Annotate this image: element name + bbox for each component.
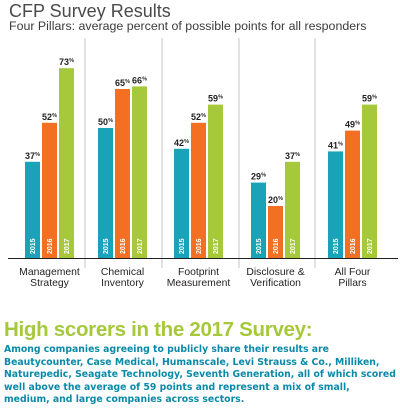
bar-2015-2 [98, 128, 113, 258]
bar-year-label: 2015 [30, 238, 37, 254]
bar-year-label: 2016 [196, 238, 203, 254]
data-label: 59% [362, 94, 377, 104]
bar-year-label: 2015 [333, 238, 340, 254]
bar-year-label: 2015 [179, 238, 186, 254]
bar-year-label: 2017 [367, 238, 374, 254]
bar-2015-4 [251, 182, 266, 258]
data-label: 59% [208, 94, 223, 104]
bar-year-label: 2016 [120, 238, 127, 254]
bar-2017-2 [132, 86, 147, 259]
data-label: 66% [132, 75, 147, 85]
bar-2015-5 [328, 151, 343, 258]
bar-2016-1 [42, 122, 57, 258]
category-label: All Four [335, 267, 371, 278]
data-label: 52% [42, 112, 57, 122]
chart-title: CFP Survey Results [9, 1, 171, 21]
bar-2016-3 [191, 122, 206, 258]
bar-year-label: 2017 [137, 238, 144, 254]
category-label: Management [19, 267, 80, 278]
category-label: Strategy [30, 278, 70, 289]
bar-2016-4 [268, 206, 283, 258]
bar-2017-3 [208, 104, 223, 258]
bar-year-label: 2015 [256, 238, 263, 254]
body-text: Among companies agreeing to publicly sha… [4, 344, 396, 406]
category-label: Inventory [101, 278, 145, 289]
bar-year-label: 2017 [290, 238, 297, 254]
data-label: 37% [25, 151, 40, 161]
data-label: 37% [285, 151, 300, 161]
category-label: Chemical [101, 267, 144, 278]
bar-year-label: 2016 [47, 238, 54, 254]
data-label: 29% [251, 172, 266, 182]
bar-2017-1 [59, 68, 74, 258]
data-label: 41% [328, 140, 343, 150]
headline: High scorers in the 2017 Survey: [4, 318, 313, 341]
bar-year-label: 2015 [103, 238, 110, 254]
bar-year-label: 2016 [350, 238, 357, 254]
data-label: 42% [174, 138, 189, 148]
bar-2017-4 [285, 161, 300, 258]
data-label: 49% [345, 120, 360, 130]
bar-2017-5 [362, 104, 377, 258]
bar-2016-5 [345, 130, 360, 258]
bar-2016-2 [115, 89, 130, 258]
category-label: Footprint [178, 267, 219, 278]
category-label: Pillars [338, 278, 366, 289]
bar-year-label: 2017 [213, 238, 220, 254]
category-label: Measurement [167, 278, 231, 289]
bar-2015-3 [174, 148, 189, 258]
data-label: 20% [268, 195, 283, 205]
bar-year-label: 2016 [273, 238, 280, 254]
data-label: 65% [115, 78, 130, 88]
data-label: 73% [59, 57, 74, 67]
bar-year-label: 2017 [64, 238, 71, 254]
category-label: Disclosure & [246, 267, 304, 278]
data-label: 52% [191, 112, 206, 122]
data-label: 50% [98, 117, 113, 127]
bar-2015-1 [25, 161, 40, 258]
chart-subtitle: Four Pillars: average percent of possibl… [9, 19, 367, 33]
category-label: Verification [250, 278, 301, 289]
